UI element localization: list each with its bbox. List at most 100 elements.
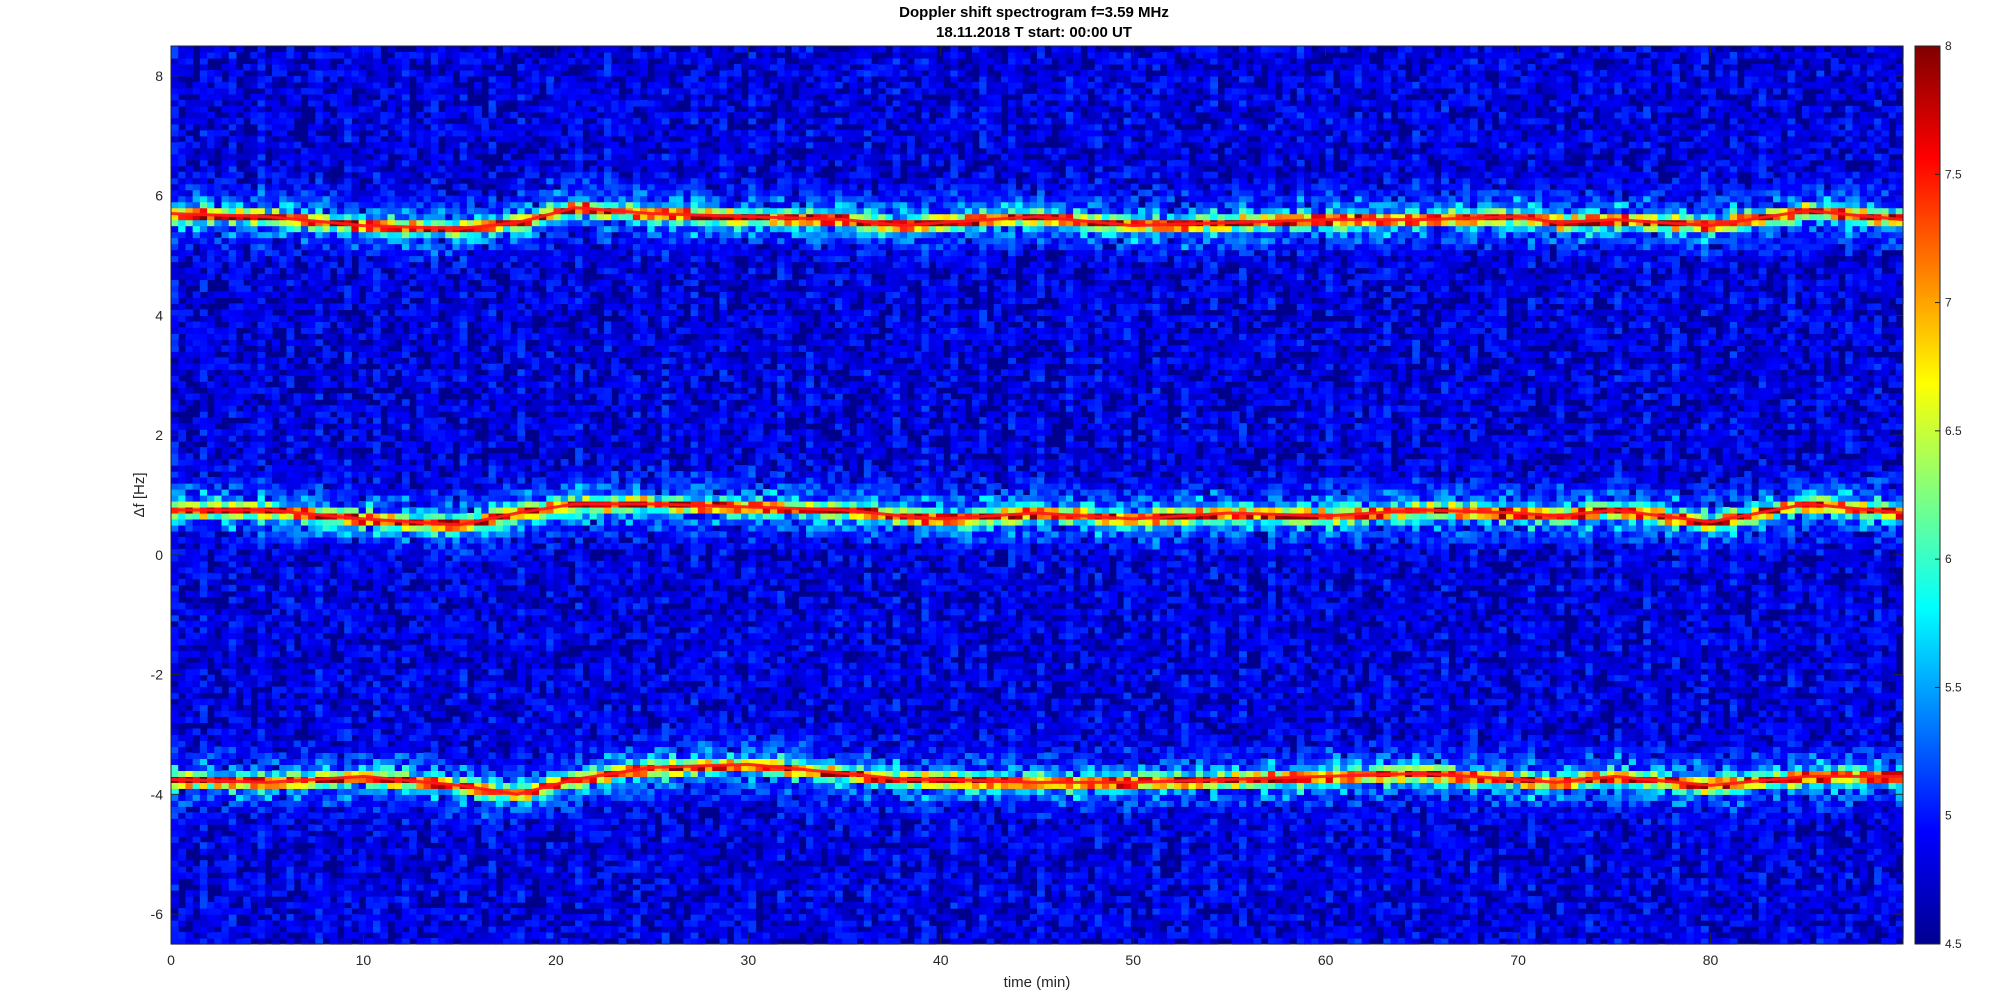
- spectrogram-cell: [358, 489, 367, 496]
- spectrogram-cell: [387, 584, 396, 592]
- spectrogram-cell: [416, 399, 425, 406]
- spectrogram-cell: [300, 644, 309, 652]
- spectrogram-cell: [207, 351, 215, 358]
- spectrogram-cell: [300, 872, 309, 879]
- spectrogram-cell: [286, 159, 295, 167]
- spectrogram-cell: [466, 309, 475, 316]
- spectrogram-cell: [387, 620, 396, 628]
- spectrogram-cell: [185, 536, 194, 544]
- spectrogram-cell: [228, 674, 237, 682]
- spectrogram-cell: [445, 69, 454, 77]
- spectrogram-cell: [315, 914, 324, 921]
- spectrogram-cell: [272, 728, 280, 736]
- spectrogram-cell: [286, 704, 295, 712]
- spectrogram-cell: [380, 375, 389, 382]
- spectrogram-cell: [315, 309, 324, 316]
- spectrogram-cell: [192, 183, 201, 191]
- spectrogram-cell: [315, 285, 324, 293]
- spectrogram-cell: [358, 303, 367, 311]
- spectrogram-cell: [394, 255, 403, 263]
- spectrogram-cell: [351, 668, 360, 676]
- spectrogram-cell: [178, 770, 187, 777]
- spectrogram-cell: [401, 51, 410, 59]
- spectrogram-cell: [466, 896, 475, 903]
- spectrogram-cell: [322, 213, 331, 221]
- spectrogram-cell: [387, 453, 396, 460]
- spectrogram-cell: [257, 207, 266, 215]
- spectrogram-cell: [351, 746, 360, 754]
- spectrogram-cell: [235, 926, 244, 933]
- spectrogram-cell: [358, 51, 367, 59]
- spectrogram-cell: [416, 315, 425, 322]
- spectrogram-cell: [394, 495, 403, 502]
- spectrogram-cell: [387, 243, 396, 251]
- spectrogram-cell: [199, 321, 208, 328]
- spectrogram-cell: [322, 746, 331, 754]
- spectrogram-cell: [401, 716, 410, 724]
- spectrogram-cell: [466, 776, 475, 783]
- spectrogram-cell: [178, 231, 187, 239]
- spectrogram-cell: [373, 417, 381, 424]
- spectrogram-cell: [293, 710, 302, 718]
- spectrogram-cell: [315, 830, 324, 837]
- spectrogram-cell: [279, 530, 288, 538]
- spectrogram-cell: [423, 255, 432, 263]
- spectrogram-cell: [300, 207, 309, 215]
- spectrogram-cell: [387, 836, 396, 843]
- spectrogram-cell: [279, 129, 288, 137]
- spectrogram-cell: [272, 345, 280, 352]
- spectrogram-cell: [329, 884, 338, 891]
- spectrogram-cell: [466, 243, 475, 251]
- spectrogram-cell: [365, 548, 374, 556]
- spectrogram-cell: [365, 896, 374, 903]
- spectrogram-cell: [279, 872, 288, 879]
- spectrogram-cell: [235, 459, 244, 466]
- spectrogram-cell: [322, 584, 331, 592]
- spectrogram-cell: [351, 315, 360, 322]
- spectrogram-cell: [199, 746, 208, 754]
- spectrogram-cell: [221, 896, 230, 903]
- spectrogram-cell: [286, 764, 295, 771]
- spectrogram-cell: [452, 530, 461, 538]
- spectrogram-cell: [373, 794, 381, 801]
- spectrogram-cell: [171, 674, 179, 682]
- spectrogram-cell: [373, 596, 381, 604]
- spectrogram-cell: [308, 530, 316, 538]
- spectrogram-cell: [293, 477, 302, 484]
- spectrogram-cell: [243, 872, 251, 879]
- spectrogram-cell: [373, 734, 381, 742]
- spectrogram-cell: [279, 560, 288, 568]
- spectrogram-cell: [423, 153, 432, 161]
- spectrogram-cell: [257, 728, 266, 736]
- spectrogram-cell: [178, 195, 187, 203]
- spectrogram-cell: [351, 63, 360, 71]
- spectrogram-cell: [221, 794, 230, 801]
- spectrogram-cell: [257, 171, 266, 179]
- spectrogram-cell: [315, 267, 324, 275]
- spectrogram-cell: [322, 351, 331, 358]
- spectrogram-cell: [171, 327, 179, 334]
- spectrogram-cell: [401, 363, 410, 370]
- spectrogram-cell: [279, 87, 288, 95]
- spectrogram-cell: [351, 878, 360, 885]
- spectrogram-cell: [344, 363, 353, 370]
- spectrogram-cell: [199, 752, 208, 760]
- spectrogram-cell: [380, 213, 389, 221]
- spectrogram-cell: [394, 782, 403, 789]
- spectrogram-cell: [423, 46, 432, 53]
- spectrogram-cell: [257, 201, 266, 209]
- spectrogram-cell: [358, 81, 367, 89]
- spectrogram-cell: [286, 662, 295, 670]
- spectrogram-cell: [409, 806, 417, 813]
- spectrogram-cell: [228, 393, 237, 400]
- spectrogram-cell: [214, 46, 223, 53]
- spectrogram-cell: [344, 213, 353, 221]
- spectrogram-cell: [409, 195, 417, 203]
- spectrogram-cell: [315, 153, 324, 161]
- spectrogram-cell: [199, 93, 208, 101]
- spectrogram-cell: [199, 273, 208, 281]
- spectrogram-cell: [178, 578, 187, 586]
- spectrogram-cell: [178, 536, 187, 544]
- spectrogram-cell: [185, 459, 194, 466]
- spectrogram-cell: [430, 489, 439, 496]
